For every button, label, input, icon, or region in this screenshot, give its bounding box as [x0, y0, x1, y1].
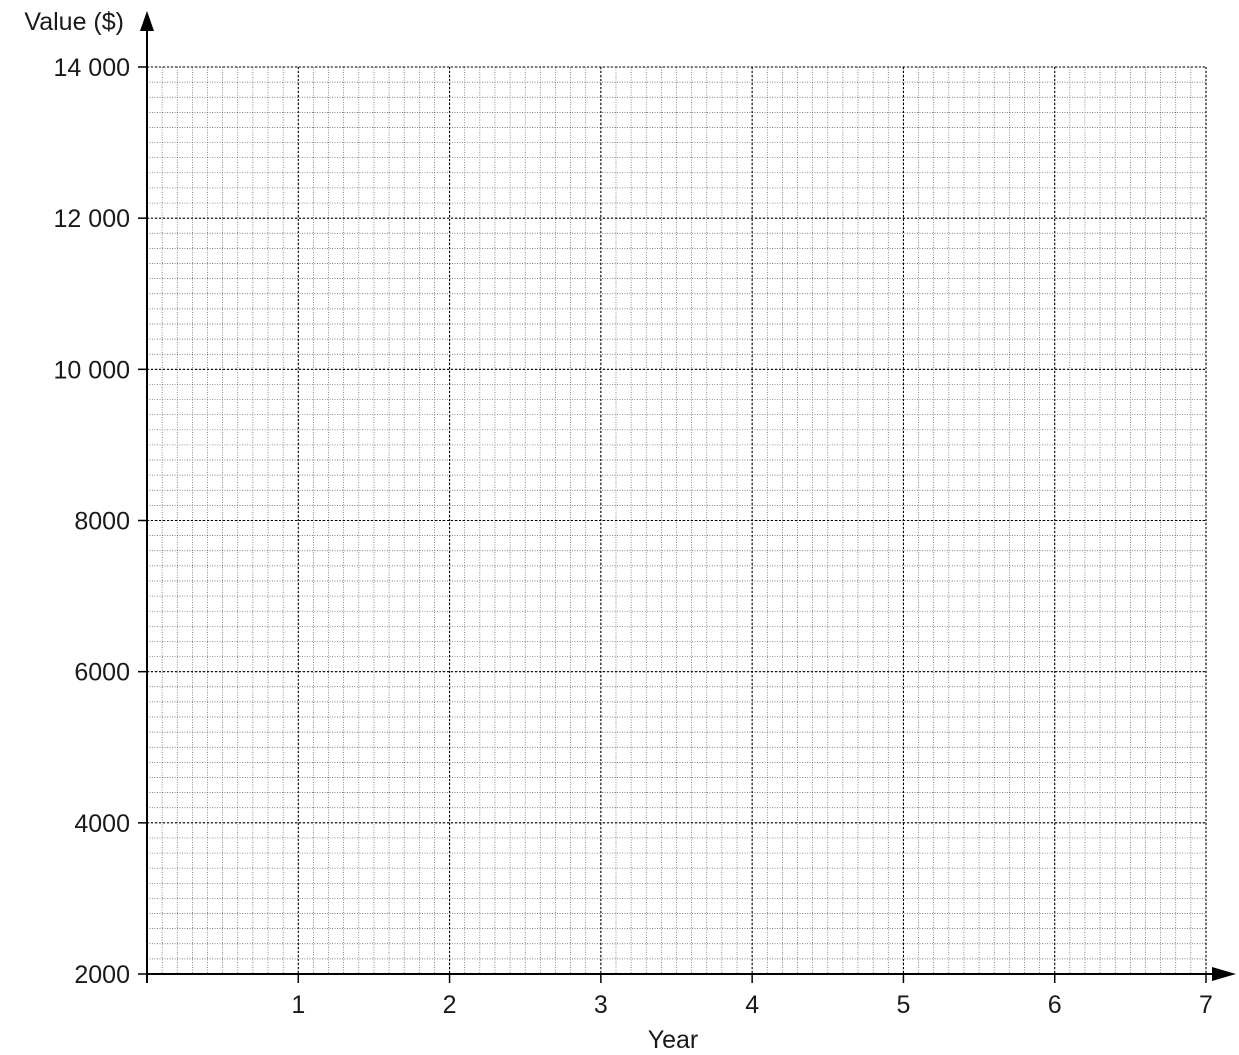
x-tick-label: 5	[896, 991, 910, 1019]
x-tick-label: 4	[745, 991, 759, 1019]
x-tick-label: 3	[594, 991, 608, 1019]
x-axis-arrow	[1212, 967, 1236, 981]
y-tick-label: 2000	[74, 961, 130, 989]
y-tick-label: 6000	[74, 659, 130, 687]
x-axis-ticks: 1 2 3 4 5 6 7	[291, 974, 1213, 1019]
y-tick-label: 12 000	[54, 205, 130, 233]
x-tick-label: 6	[1048, 991, 1062, 1019]
x-axis-title: Year	[648, 1026, 699, 1054]
x-tick-label: 1	[291, 991, 305, 1019]
y-tick-label: 10 000	[54, 356, 130, 384]
y-tick-label: 14 000	[54, 54, 130, 82]
major-grid	[147, 66, 1207, 974]
y-tick-label: 8000	[74, 508, 130, 536]
y-axis-ticks: 2000 4000 6000 8000 10 000 12 000 14 000	[54, 54, 147, 989]
x-tick-label: 2	[443, 991, 457, 1019]
y-axis-arrow	[140, 11, 154, 31]
axes	[140, 11, 1236, 983]
x-tick-label: 7	[1199, 991, 1213, 1019]
y-axis-title: Value ($)	[24, 8, 124, 36]
y-tick-label: 4000	[74, 810, 130, 838]
